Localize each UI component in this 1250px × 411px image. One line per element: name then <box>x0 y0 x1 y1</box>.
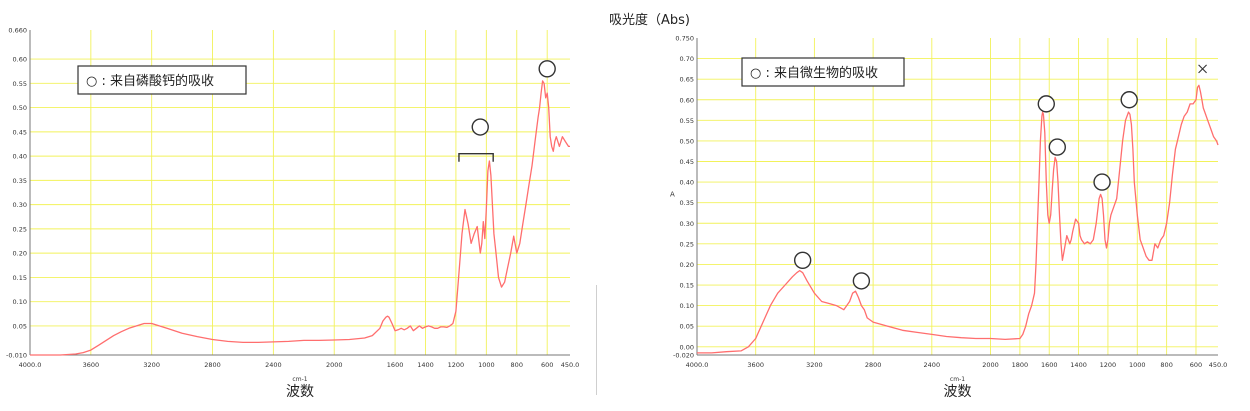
x-tick-label: 450.0 <box>1209 361 1228 369</box>
y-tick-label: 0.05 <box>13 322 27 330</box>
x-tick-label: 2000 <box>326 361 343 369</box>
y-tick-label: 0.45 <box>13 128 27 136</box>
x-tick-label: 600 <box>1190 361 1202 369</box>
x-tick-label: 2400 <box>924 361 941 369</box>
chart-title: 吸光度（Abs) <box>609 12 690 28</box>
peak-circle-marker <box>1093 173 1111 191</box>
y-tick-label: 0.25 <box>680 240 694 248</box>
y-tick-label: 0.750 <box>675 35 694 43</box>
x-tick-label: 800 <box>511 361 523 369</box>
y-tick-label: 0.70 <box>680 55 694 63</box>
y-tick-label: 0.05 <box>680 323 694 331</box>
x-tick-label: 1000 <box>1129 361 1146 369</box>
x-tick-label: 1200 <box>1100 361 1117 369</box>
x-tick-label: 1200 <box>448 361 465 369</box>
peak-circle-marker <box>852 272 871 290</box>
y-tick-label: 0.50 <box>13 104 27 112</box>
y-tick-label: 0.50 <box>680 137 694 145</box>
panel-divider <box>596 285 597 395</box>
legend-text: ○ : 来自微生物的吸收 <box>750 65 878 81</box>
x-tick-label: 450.0 <box>561 361 580 369</box>
x-tick-label: 1600 <box>387 361 404 369</box>
spectrum-line <box>30 80 570 356</box>
x-axis-label: 波数 <box>286 384 314 400</box>
x-tick-label: 1400 <box>1070 361 1087 369</box>
x-tick-label: 3200 <box>143 361 160 369</box>
y-tick-label: 0.10 <box>13 298 27 306</box>
x-tick-label: 1400 <box>417 361 434 369</box>
x-tick-label: 3600 <box>747 361 764 369</box>
y-tick-label: 0.55 <box>13 80 27 88</box>
peak-circle-marker <box>538 60 556 78</box>
x-tick-label: 2800 <box>865 361 882 369</box>
chart-right: 4000.0 3600 3200 2800 2400 2000 1800 1600 1400 12… <box>609 12 1227 400</box>
x-tick-label: 2400 <box>265 361 282 369</box>
y-tick-label: 0.65 <box>680 76 694 84</box>
legend-box <box>77 65 247 95</box>
x-tick-label: 1600 <box>1041 361 1058 369</box>
y-tick-label: 0.00 <box>680 343 694 351</box>
y-tick-label: 0.45 <box>680 158 694 166</box>
peak-circle-marker <box>1048 138 1066 156</box>
peak-circle-marker <box>1120 91 1138 109</box>
peak-circle-marker <box>1037 95 1055 113</box>
y-axis-label: A <box>670 191 675 199</box>
legend-text: ○ : 来自磷酸钙的吸收 <box>86 73 214 89</box>
y-tick-label: 0.20 <box>13 250 27 258</box>
x-axis-label: 波数 <box>944 384 972 400</box>
y-tick-label: 0.15 <box>680 282 694 290</box>
spectrum-line <box>697 84 1219 354</box>
x-tick-label: 4000.0 <box>686 361 709 369</box>
x-tick-label: 3200 <box>806 361 823 369</box>
peak-circle-marker <box>471 118 489 136</box>
peak-x-marker <box>1198 64 1207 74</box>
y-tick-label: 0.35 <box>680 199 694 207</box>
y-tick-label: 0.55 <box>680 117 694 125</box>
y-tick-label: 0.35 <box>13 177 27 185</box>
plot-area <box>697 38 1218 355</box>
x-tick-label: 2800 <box>204 361 221 369</box>
y-tick-label: 0.60 <box>13 56 27 64</box>
y-tick-label: -0.010 <box>6 352 27 360</box>
x-tick-label: 3600 <box>83 361 100 369</box>
y-tick-label: 0.60 <box>680 96 694 104</box>
y-tick-label: -0.020 <box>673 352 694 360</box>
y-tick-label: 0.10 <box>680 302 694 310</box>
x-tick-label: 4000.0 <box>19 361 42 369</box>
y-tick-label: 0.25 <box>13 225 27 233</box>
x-unit-label: cm-1 <box>292 376 307 383</box>
y-tick-label: 0.30 <box>680 220 694 228</box>
x-tick-label: 1000 <box>478 361 495 369</box>
x-tick-label: 600 <box>541 361 553 369</box>
y-tick-label: 0.40 <box>13 153 27 161</box>
y-tick-label: 0.40 <box>680 179 694 187</box>
y-tick-label: 0.15 <box>13 274 27 282</box>
peak-circle-marker <box>793 251 812 270</box>
y-tick-label: 0.660 <box>8 27 27 35</box>
peak-bracket <box>458 152 494 162</box>
x-tick-label: 1800 <box>1012 361 1029 369</box>
x-unit-label: cm-1 <box>950 376 965 383</box>
y-tick-label: 0.30 <box>13 201 27 209</box>
x-tick-label: 2000 <box>982 361 999 369</box>
chart-left: 4000.0 3600 3200 2800 2400 2000 1600 1400 1200 10… <box>6 27 579 401</box>
x-tick-label: 800 <box>1160 361 1172 369</box>
y-tick-label: 0.20 <box>680 261 694 269</box>
legend-box <box>741 57 905 87</box>
